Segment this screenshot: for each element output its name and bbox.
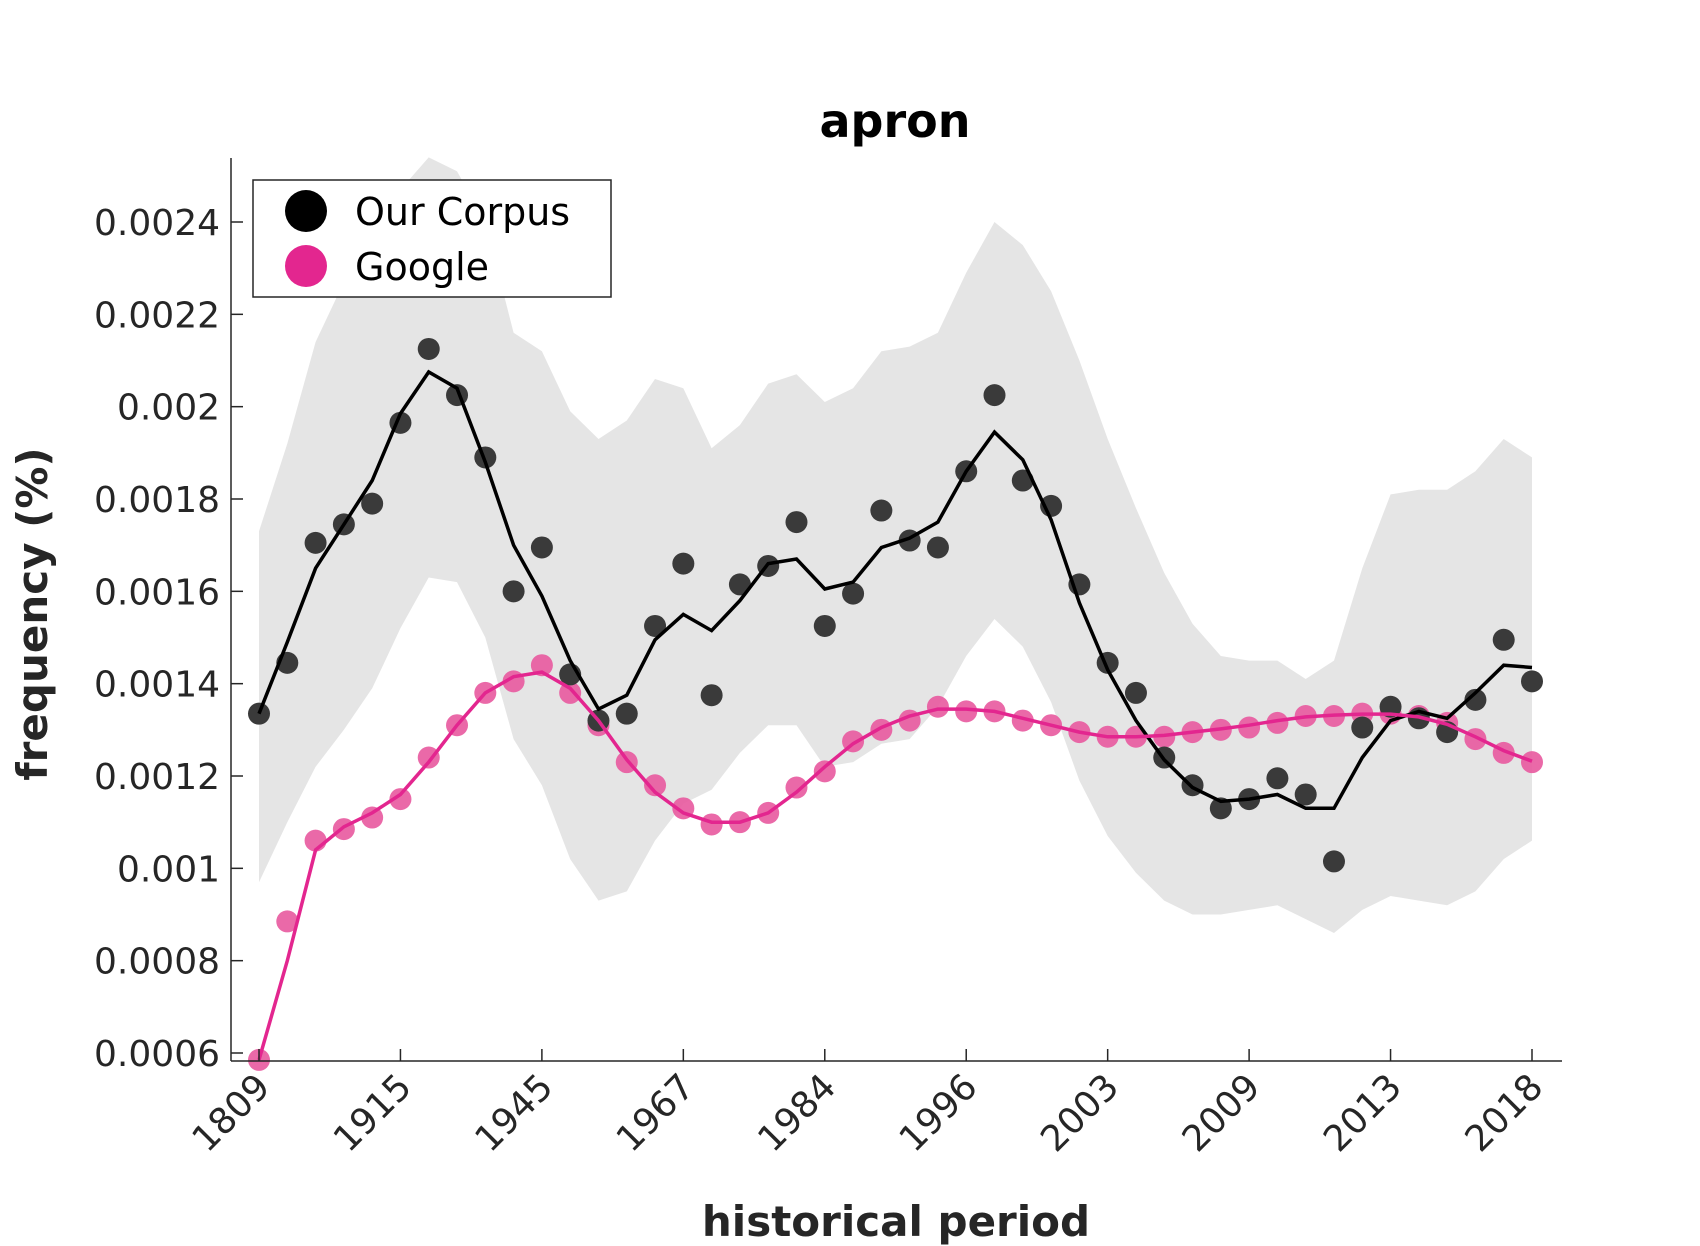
google-point — [644, 774, 667, 797]
corpus-point — [615, 702, 638, 725]
corpus-point — [813, 614, 836, 637]
chart-title: apron — [819, 94, 970, 148]
y-tick-label: 0.0008 — [94, 942, 220, 983]
corpus-point — [1294, 783, 1317, 806]
corpus-point — [1521, 670, 1543, 693]
x-tick-label: 1996 — [892, 1066, 986, 1160]
y-tick-label: 0.0022 — [94, 295, 220, 336]
corpus-point — [1209, 797, 1232, 820]
corpus-point — [728, 573, 751, 596]
corpus-point — [644, 614, 667, 637]
legend-marker-our-corpus — [285, 190, 327, 232]
corpus-point — [842, 582, 865, 605]
y-axis-label: frequency (%) — [8, 447, 57, 780]
google-point — [1011, 709, 1034, 732]
x-tick-label: 1967 — [609, 1066, 703, 1160]
corpus-point — [417, 337, 440, 360]
plot-area — [248, 157, 1543, 1071]
y-tick-label: 0.0016 — [94, 572, 220, 613]
google-point — [926, 695, 949, 718]
x-tick-label: 1915 — [326, 1066, 420, 1160]
corpus-point — [1124, 681, 1147, 704]
corpus-point — [530, 536, 553, 559]
google-point — [361, 806, 384, 829]
corpus-point — [1379, 695, 1402, 718]
legend-label-our-corpus: Our Corpus — [355, 190, 570, 234]
google-point — [559, 681, 582, 704]
corpus-point — [1464, 688, 1487, 711]
y-tick-label: 0.002 — [117, 388, 220, 429]
x-tick-label: 1945 — [467, 1066, 561, 1160]
google-point — [1266, 711, 1289, 734]
y-tick-label: 0.0024 — [94, 203, 220, 244]
corpus-point — [700, 684, 723, 707]
google-point — [785, 776, 808, 799]
x-axis-label: historical period — [702, 1197, 1090, 1246]
legend-marker-google — [285, 245, 327, 287]
y-tick-label: 0.0012 — [94, 757, 220, 798]
x-tick-label: 2013 — [1316, 1066, 1410, 1160]
corpus-point — [304, 531, 327, 554]
google-point — [955, 700, 978, 723]
x-tick-label: 1809 — [185, 1066, 279, 1160]
corpus-point — [870, 499, 893, 522]
google-point — [1521, 751, 1543, 774]
corpus-point — [502, 580, 525, 603]
google-point — [700, 813, 723, 836]
corpus-point — [672, 552, 695, 575]
corpus-point — [1322, 850, 1345, 873]
corpus-point — [983, 384, 1006, 407]
google-point — [813, 760, 836, 783]
y-tick-label: 0.0006 — [94, 1034, 220, 1075]
x-ticks: 1809 1915 1945 1967 1984 1996 2003 2009 2013 2018 — [185, 1049, 1552, 1160]
corpus-point — [1351, 716, 1374, 739]
y-tick-label: 0.001 — [117, 849, 220, 890]
y-tick-label: 0.0018 — [94, 480, 220, 521]
google-point — [389, 788, 412, 811]
google-point — [1238, 716, 1261, 739]
confidence-band — [259, 157, 1532, 933]
corpus-point — [785, 511, 808, 534]
google-point — [530, 654, 553, 677]
corpus-line — [257, 369, 1533, 811]
google-point — [870, 718, 893, 741]
x-tick-label: 2009 — [1175, 1066, 1269, 1160]
y-ticks: 0.0006 0.0008 0.001 0.0012 0.0014 0.0016 0.001… — [94, 203, 243, 1075]
google-line — [257, 670, 1533, 1061]
legend-label-google: Google — [355, 245, 489, 289]
y-tick-label: 0.0014 — [94, 665, 220, 706]
corpus-point — [1266, 767, 1289, 790]
x-tick-label: 2003 — [1033, 1066, 1127, 1160]
corpus-point — [1492, 628, 1515, 651]
x-tick-label: 2018 — [1458, 1066, 1552, 1160]
corpus-point — [361, 492, 384, 515]
legend: Our Corpus Google — [252, 179, 612, 298]
x-tick-label: 1984 — [750, 1066, 844, 1160]
corpus-point — [926, 536, 949, 559]
google-point — [276, 910, 299, 933]
